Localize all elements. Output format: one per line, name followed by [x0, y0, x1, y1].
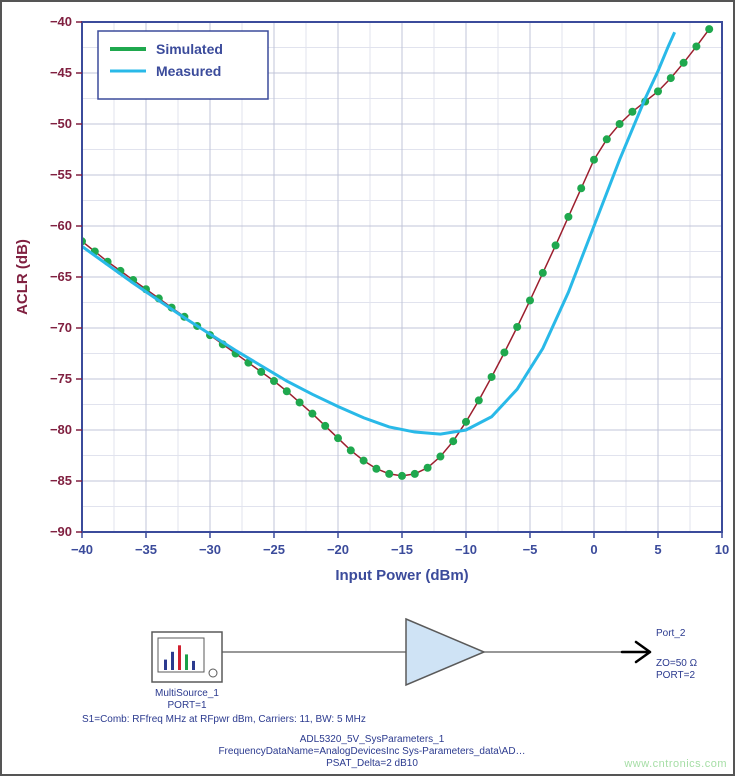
watermark-text: www.cntronics.com — [624, 758, 727, 770]
amplifier-icon — [406, 619, 484, 685]
marker — [308, 410, 316, 418]
marker — [552, 241, 560, 249]
marker — [564, 213, 572, 221]
x-tick-label: −30 — [199, 542, 221, 557]
marker — [398, 472, 406, 480]
x-tick-label: 0 — [590, 542, 597, 557]
marker — [424, 464, 432, 472]
legend: Simulated Measured — [98, 31, 268, 99]
svg-text:MultiSource_1: MultiSource_1 — [155, 688, 219, 699]
marker — [462, 418, 470, 426]
marker — [347, 446, 355, 454]
x-tick-label: −20 — [327, 542, 349, 557]
y-axis-label: ACLR (dB) — [14, 239, 31, 315]
legend-label: Simulated — [156, 41, 223, 57]
y-tick-label: −40 — [50, 14, 72, 29]
marker — [539, 269, 547, 277]
x-tick-label: 10 — [715, 542, 729, 557]
marker — [436, 453, 444, 461]
svg-text:FrequencyDataName=AnalogDevice: FrequencyDataName=AnalogDevicesInc Sys-P… — [218, 746, 525, 757]
marker — [488, 373, 496, 381]
signal-chain-diagram: MultiSource_1PORT=1 S1=Comb: RFfreq MHz a… — [82, 619, 698, 769]
svg-text:S1=Comb: RFfreq MHz at RFpwr d: S1=Comb: RFfreq MHz at RFpwr dBm, Carrie… — [82, 714, 366, 725]
y-tick-label: −60 — [50, 218, 72, 233]
y-tick-label: −70 — [50, 320, 72, 335]
x-tick-label: 5 — [654, 542, 661, 557]
marker — [667, 74, 675, 82]
y-tick-label: −90 — [50, 524, 72, 539]
marker — [654, 87, 662, 95]
marker — [513, 323, 521, 331]
marker — [385, 470, 393, 478]
x-tick-label: −40 — [71, 542, 93, 557]
x-tick-label: −25 — [263, 542, 285, 557]
svg-text:PSAT_Delta=2 dB10: PSAT_Delta=2 dB10 — [326, 758, 418, 769]
marker — [270, 377, 278, 385]
marker — [334, 434, 342, 442]
y-tick-label: −50 — [50, 116, 72, 131]
marker — [680, 59, 688, 67]
marker — [526, 296, 534, 304]
x-tick-label: −10 — [455, 542, 477, 557]
x-tick-label: −35 — [135, 542, 157, 557]
svg-text:ZO=50 Ω: ZO=50 Ω — [656, 658, 698, 669]
marker — [283, 387, 291, 395]
marker — [603, 135, 611, 143]
marker — [577, 184, 585, 192]
marker — [705, 25, 713, 33]
legend-label: Measured — [156, 63, 221, 79]
y-tick-label: −45 — [50, 65, 72, 80]
marker — [500, 348, 508, 356]
y-tick-label: −80 — [50, 422, 72, 437]
marker — [411, 470, 419, 478]
marker — [616, 120, 624, 128]
marker — [475, 396, 483, 404]
y-tick-label: −85 — [50, 473, 72, 488]
marker — [360, 457, 368, 465]
marker — [296, 398, 304, 406]
y-tick-label: −55 — [50, 167, 72, 182]
svg-text:PORT=2: PORT=2 — [656, 670, 695, 681]
x-tick-label: −5 — [523, 542, 538, 557]
svg-text:PORT=1: PORT=1 — [168, 700, 207, 711]
x-axis-label: Input Power (dBm) — [335, 567, 468, 584]
marker — [692, 42, 700, 50]
svg-text:ADL5320_5V_SysParameters_1: ADL5320_5V_SysParameters_1 — [300, 734, 445, 745]
y-tick-label: −75 — [50, 371, 72, 386]
port-arrow-icon — [622, 642, 650, 662]
x-tick-label: −15 — [391, 542, 413, 557]
marker — [449, 437, 457, 445]
marker — [372, 465, 380, 473]
marker — [321, 422, 329, 430]
marker — [590, 156, 598, 164]
y-tick-label: −65 — [50, 269, 72, 284]
svg-text:Port_2: Port_2 — [656, 628, 686, 639]
marker — [628, 108, 636, 116]
